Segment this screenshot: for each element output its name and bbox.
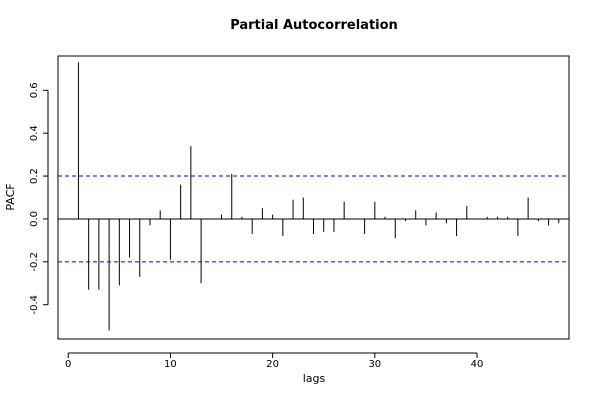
- y-tick-label: -0.4: [29, 295, 40, 315]
- x-tick-label: 10: [164, 359, 177, 370]
- plot-frame: [57, 55, 570, 340]
- y-tick-label: -0.2: [29, 252, 40, 272]
- x-tick-label: 0: [65, 359, 71, 370]
- x-axis-label: lags: [303, 372, 326, 385]
- chart-title: Partial Autocorrelation: [230, 18, 398, 33]
- x-tick-label: 20: [266, 359, 279, 370]
- y-tick-label: 0.0: [29, 211, 40, 227]
- y-tick-label: 0.4: [29, 125, 40, 141]
- y-tick-label: 0.6: [29, 82, 40, 98]
- y-tick-label: 0.2: [29, 168, 40, 184]
- x-tick-label: 40: [471, 359, 484, 370]
- y-axis-label: PACF: [4, 183, 17, 210]
- x-tick-label: 30: [368, 359, 381, 370]
